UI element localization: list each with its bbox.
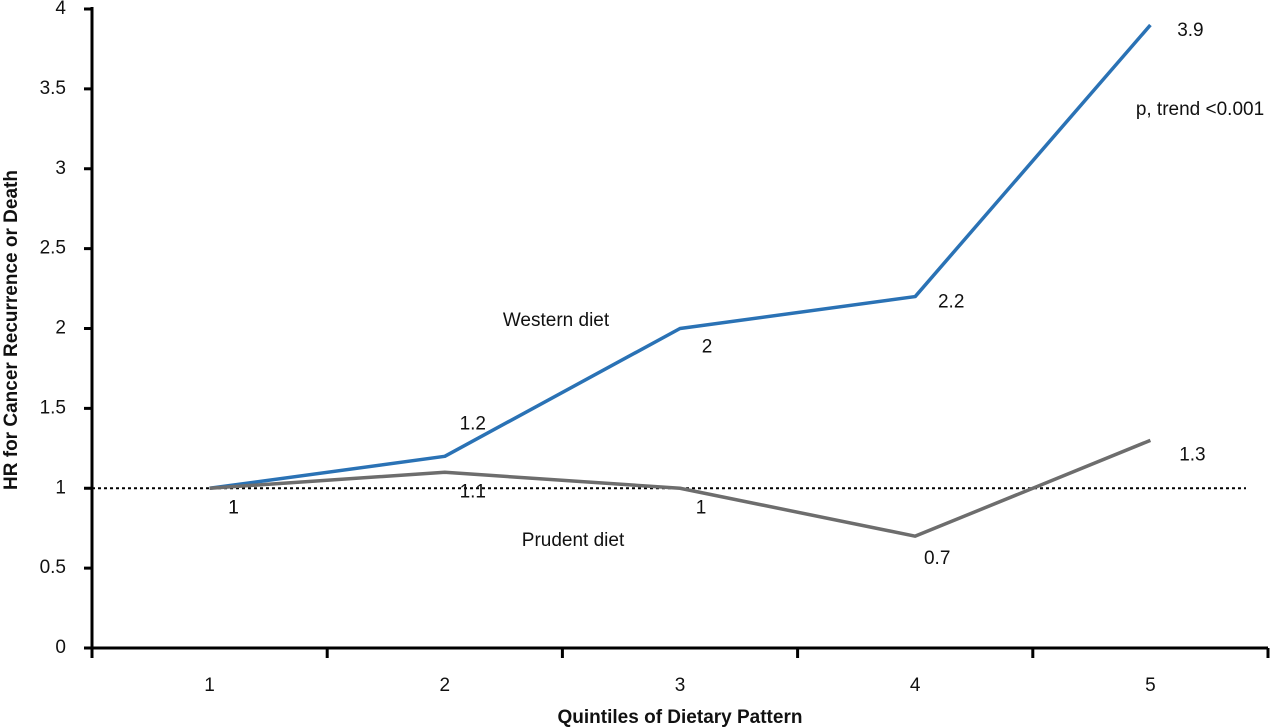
x-tick-label: 1 <box>204 675 215 696</box>
y-tick-label: 1 <box>55 477 66 498</box>
y-tick-label: 3.5 <box>40 78 66 99</box>
x-tick-label: 5 <box>1145 675 1156 696</box>
data-label: 3.9 <box>1177 20 1203 41</box>
data-label: 1.3 <box>1179 444 1205 465</box>
x-axis-title: Quintiles of Dietary Pattern <box>558 707 803 727</box>
data-label: 2.2 <box>938 292 964 313</box>
annotation: p, trend <0.001 <box>1136 99 1264 120</box>
y-tick-label: 0.5 <box>40 557 66 578</box>
y-tick-label: 2.5 <box>40 238 66 259</box>
y-axis-title: HR for Cancer Recurrence or Death <box>1 170 22 490</box>
x-tick-label: 3 <box>675 675 686 696</box>
x-tick-label: 4 <box>910 675 921 696</box>
data-label: 1.1 <box>460 481 486 502</box>
series-line <box>209 23 1152 490</box>
data-label: 1 <box>228 497 239 518</box>
series-label: Prudent diet <box>522 530 625 551</box>
data-label: 0.7 <box>924 548 950 569</box>
y-tick-label: 2 <box>55 318 66 339</box>
series-line <box>209 438 1152 538</box>
data-label: 1 <box>228 497 239 518</box>
series-label: Western diet <box>503 310 610 331</box>
y-tick-label: 1.5 <box>40 397 66 418</box>
data-label: 1 <box>696 497 707 518</box>
y-tick-label: 0 <box>55 637 66 658</box>
y-tick-label: 4 <box>55 0 66 19</box>
y-tick-label: 3 <box>55 158 66 179</box>
data-label: 1.2 <box>460 413 486 434</box>
x-tick-label: 2 <box>440 675 451 696</box>
data-label: 2 <box>702 337 713 358</box>
